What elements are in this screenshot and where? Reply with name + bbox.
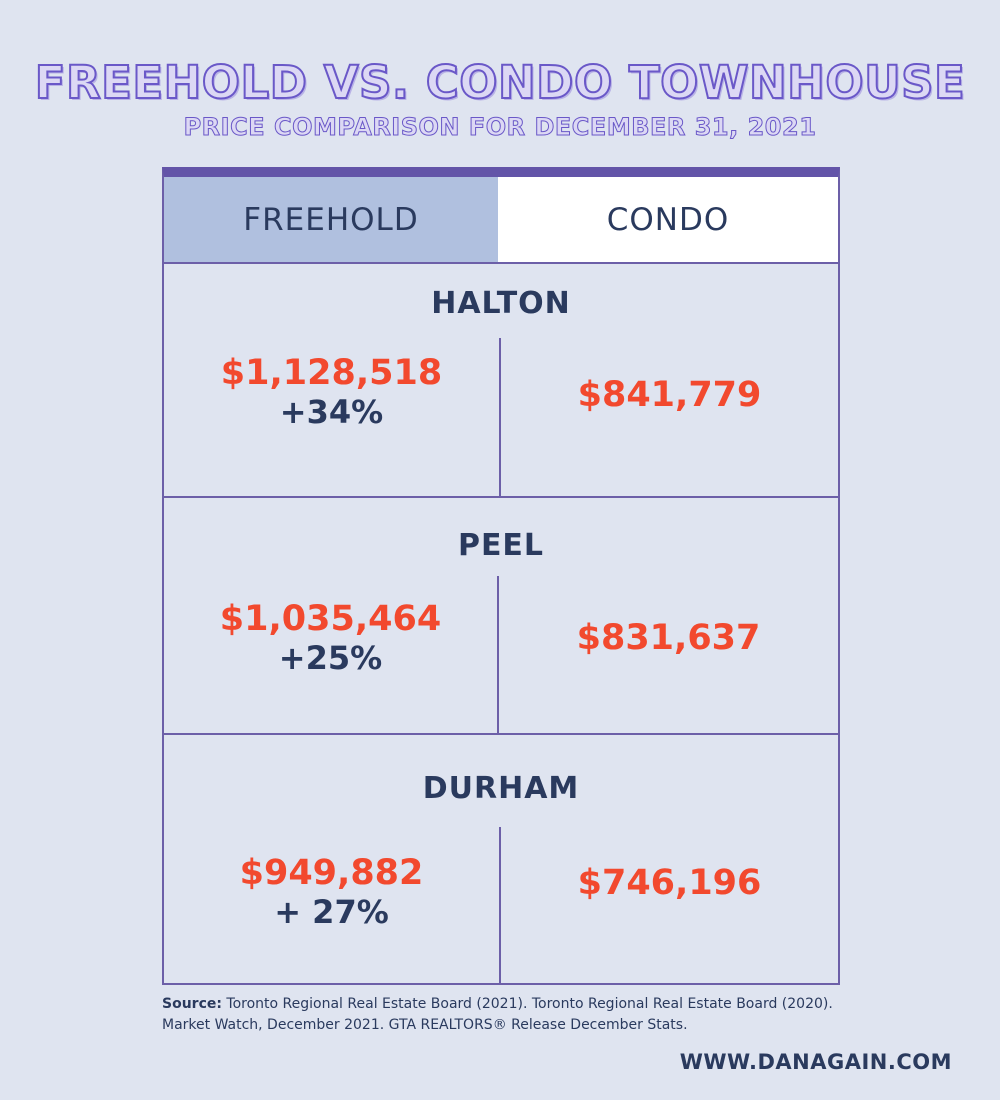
- comparison-table: FREEHOLD CONDO HALTON $1,128,518 +34% $8…: [162, 167, 840, 985]
- freehold-price: $949,882: [239, 853, 424, 893]
- source-label: Source:: [162, 996, 222, 1012]
- page-subtitle: PRICE COMPARISON FOR DECEMBER 31, 2021: [183, 113, 817, 142]
- condo-cell: $841,779: [501, 376, 838, 415]
- page-title: FREEHOLD VS. CONDO TOWNHOUSE: [34, 55, 966, 110]
- freehold-column-header: FREEHOLD: [164, 177, 498, 264]
- region-section-halton: HALTON $1,128,518 +34% $841,779: [164, 264, 838, 498]
- region-name: PEEL: [457, 528, 545, 563]
- condo-cell: $831,637: [499, 619, 838, 658]
- condo-price: $746,196: [577, 863, 762, 903]
- source-note: Source: Toronto Regional Real Estate Boa…: [162, 994, 852, 1036]
- freehold-price: $1,128,518: [220, 353, 443, 393]
- freehold-change: +25%: [278, 638, 383, 677]
- freehold-change: + 27%: [274, 892, 389, 931]
- condo-column-header: CONDO: [498, 177, 838, 264]
- freehold-change: +34%: [279, 392, 384, 431]
- region-section-durham: DURHAM $949,882 + 27% $746,196: [164, 735, 838, 985]
- column-divider: [499, 338, 501, 496]
- condo-cell: $746,196: [501, 864, 838, 903]
- condo-price: $831,637: [576, 618, 761, 658]
- freehold-cell: $1,035,464 +25%: [164, 600, 497, 677]
- freehold-price: $1,035,464: [219, 599, 442, 639]
- freehold-cell: $949,882 + 27%: [164, 854, 499, 931]
- region-name: HALTON: [431, 286, 571, 321]
- column-divider: [499, 827, 501, 985]
- website-url: WWW.DANAGAIN.COM: [679, 1050, 952, 1074]
- condo-price: $841,779: [577, 375, 762, 415]
- region-name: DURHAM: [422, 771, 580, 806]
- freehold-cell: $1,128,518 +34%: [164, 354, 499, 431]
- source-text: Toronto Regional Real Estate Board (2021…: [162, 996, 833, 1033]
- column-divider: [497, 576, 499, 733]
- region-section-peel: PEEL $1,035,464 +25% $831,637: [164, 498, 838, 735]
